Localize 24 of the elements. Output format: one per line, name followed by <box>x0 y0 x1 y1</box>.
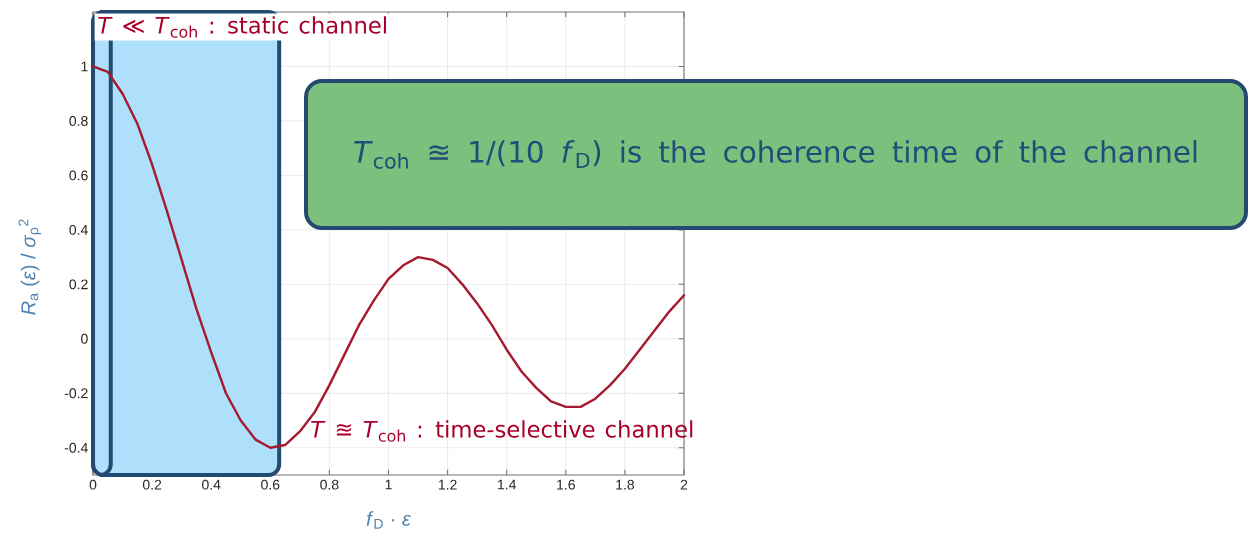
annotation: T$_{coh}$ ≊ 1/(10 f$_{D}$) is the coherence time of the channel <box>354 140 1197 169</box>
x-tick-label: 0.2 <box>142 479 162 490</box>
x-tick-label: 2 <box>680 479 688 490</box>
x-tick-label: 0.8 <box>320 479 339 490</box>
y-tick-label: -0.2 <box>64 388 88 399</box>
y-tick-label: 0.4 <box>69 224 88 235</box>
x-axis-title: f$_{D}$ · ε <box>366 511 411 529</box>
x-tick-label: 0.4 <box>202 479 221 490</box>
y-axis-title: R$_{a}$ (ε) / σ$_{ρ}$2 <box>18 219 42 315</box>
y-tick-label: 1 <box>81 61 88 72</box>
x-tick-label: 1.2 <box>438 479 457 490</box>
y-tick-label: 0.2 <box>69 279 88 290</box>
x-tick-label: 0.6 <box>261 479 280 490</box>
y-tick-label: 0.8 <box>69 115 88 126</box>
y-tick-label: -0.4 <box>64 442 88 453</box>
x-tick-label: 1.6 <box>557 479 575 490</box>
y-tick-label: 0 <box>81 333 88 344</box>
y-tick-label: 0.6 <box>69 170 88 181</box>
x-tick-label: 1.4 <box>498 479 517 490</box>
x-tick-label: 1.8 <box>616 479 635 490</box>
x-tick-label: 0 <box>89 479 97 490</box>
band-label: T ≊ T$_{coh}$ : time-selective channel <box>311 420 693 442</box>
x-tick-label: 1 <box>385 479 392 490</box>
band-label: T ≪ T$_{coh}$ : static channel <box>98 16 386 38</box>
